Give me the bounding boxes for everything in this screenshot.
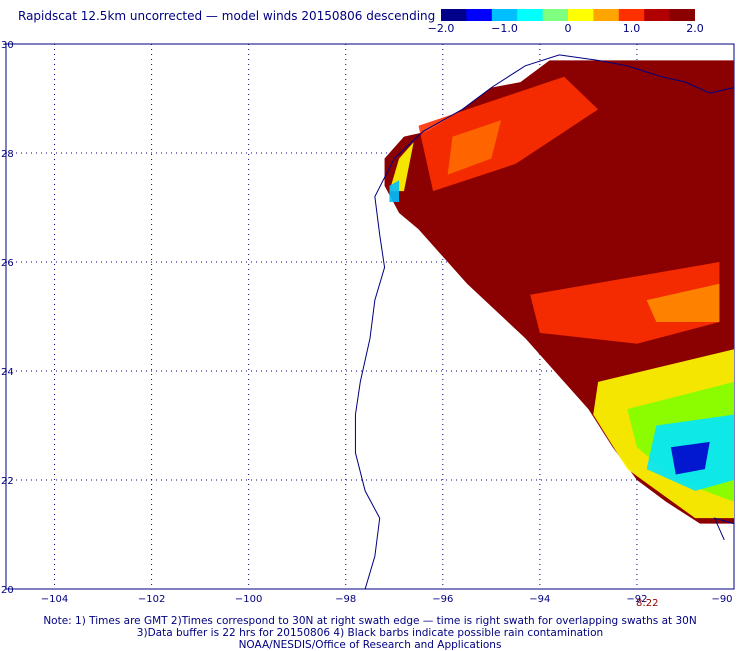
colorbar — [441, 9, 695, 21]
lon-tick-label: −94 — [529, 594, 550, 605]
map-title: Rapidscat 12.5km uncorrected — model win… — [18, 9, 436, 23]
wind-swath — [384, 60, 734, 524]
colorbar-segment — [618, 9, 645, 21]
swath-patch — [389, 180, 400, 203]
longitude-labels: −104 −102 −100 −98 −96 −94 −92 −90 — [41, 594, 733, 605]
lat-tick-label: 30 — [1, 40, 14, 51]
colorbar-segment — [669, 9, 695, 21]
colorbar-tick-label: 2.0 — [686, 22, 704, 35]
coastline — [354, 54, 735, 590]
lat-tick-label: 26 — [1, 258, 14, 269]
lat-tick-label: 28 — [1, 149, 14, 160]
colorbar-tick-label: −2.0 — [427, 22, 455, 35]
colorbar-segment — [542, 9, 569, 21]
colorbar-tick-label: 0 — [564, 22, 572, 35]
swath-patch — [530, 262, 720, 344]
lon-tick-label: −102 — [138, 594, 165, 605]
lon-tick-label: −96 — [432, 594, 453, 605]
yucatan-coastline — [713, 517, 735, 541]
note-line-2: 3)Data buffer is 22 hrs for 20150806 4) … — [136, 627, 604, 639]
colorbar-segment — [441, 9, 467, 21]
colorbar-segment — [517, 9, 544, 21]
note-line-1: Note: 1) Times are GMT 2)Times correspon… — [43, 615, 697, 627]
swath-patch — [389, 142, 414, 192]
gulf-coastline — [354, 54, 735, 590]
colorbar-segment — [644, 9, 671, 21]
lon-tick-label: −98 — [335, 594, 356, 605]
colorbar-tick-label: −1.0 — [491, 22, 518, 35]
latitude-labels: 30 28 26 24 22 20 — [1, 40, 14, 596]
colorbar-segment — [466, 9, 493, 21]
swath-patch — [670, 441, 710, 475]
lat-tick-label: 24 — [1, 367, 14, 378]
lat-tick-label: 20 — [1, 585, 14, 596]
swath-patch — [646, 283, 720, 322]
swath-patch — [447, 120, 502, 175]
lon-tick-label: −100 — [235, 594, 262, 605]
lat-tick-label: 22 — [1, 476, 14, 487]
colorbar-tick-label: 1.0 — [622, 22, 641, 35]
colorbar-segment — [491, 9, 518, 21]
colorbar-segment — [593, 9, 620, 21]
swath-time-label: 8:22 — [636, 598, 659, 609]
colorbar-segment — [568, 9, 594, 21]
lon-tick-label: −92 — [626, 594, 647, 605]
lon-tick-label: −104 — [41, 594, 68, 605]
note-line-3: NOAA/NESDIS/Office of Research and Appli… — [238, 639, 502, 651]
lon-tick-label: −90 — [711, 594, 732, 605]
